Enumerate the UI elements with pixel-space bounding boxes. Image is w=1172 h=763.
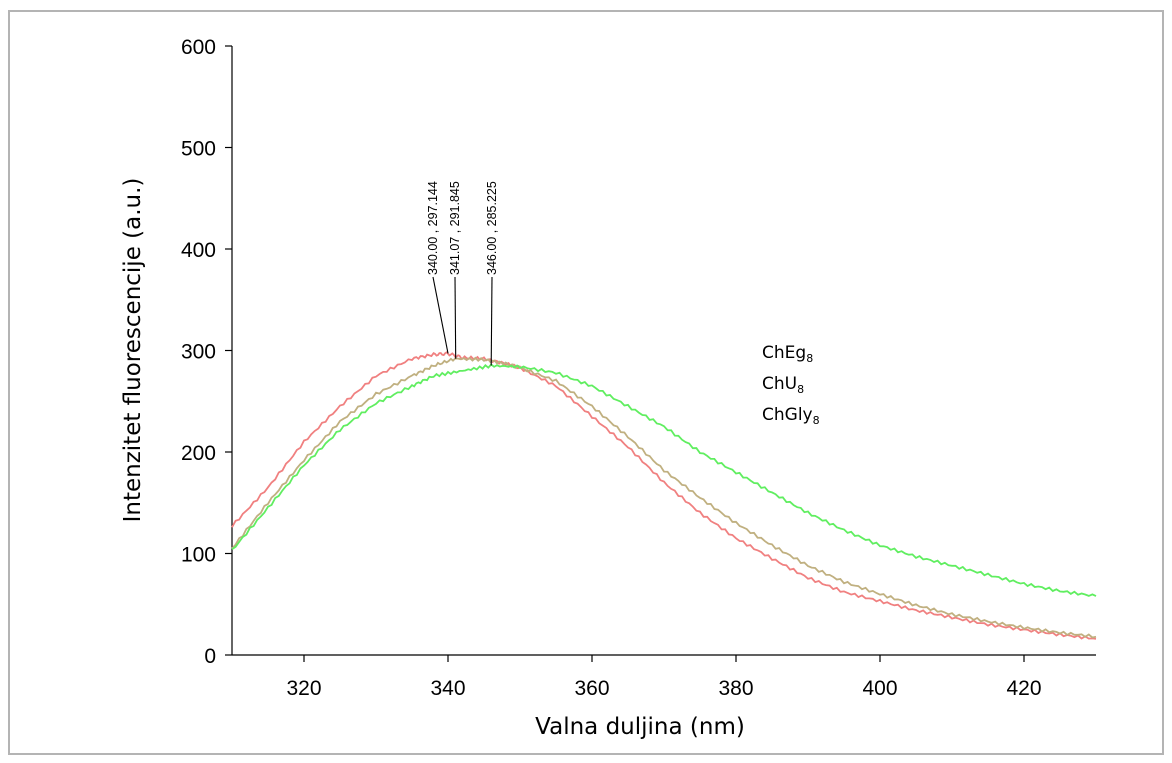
x-tick-label: 360 xyxy=(574,677,609,700)
annotation-leader-line xyxy=(490,276,493,366)
y-tick-label: 600 xyxy=(181,36,216,59)
legend-entry-chgly8: ChGly8 xyxy=(762,405,820,427)
y-ticks: 0 100 200 300 400 500 600 xyxy=(181,36,232,668)
legend-label: ChEg xyxy=(762,343,806,363)
legend-subscript: 8 xyxy=(813,414,820,427)
y-tick-label: 200 xyxy=(181,442,216,465)
y-tick-label: 300 xyxy=(181,341,216,364)
legend-subscript: 8 xyxy=(806,352,813,365)
y-tick-label: 400 xyxy=(181,239,216,262)
x-tick-label: 380 xyxy=(718,677,753,700)
legend: ChEg8 ChU8 ChGly8 xyxy=(762,343,820,427)
annotation-leader-line xyxy=(432,276,449,354)
peak-annotation-label: 346.00 , 285.225 xyxy=(485,181,499,275)
peak-annotations: 340.00 , 297.144 341.07 , 291.845 346.00 ,… xyxy=(426,181,499,366)
y-tick-label: 500 xyxy=(181,138,216,161)
peak-annotation-label: 341.07 , 291.845 xyxy=(448,181,462,275)
annotation-leader-line xyxy=(454,276,457,359)
y-tick-label: 0 xyxy=(204,645,216,668)
y-tick-label: 100 xyxy=(181,544,216,567)
axes xyxy=(231,46,1096,656)
y-axis-title: Intenzitet fluorescencije (a.u.) xyxy=(120,178,146,523)
series-line-2 xyxy=(231,356,1097,639)
legend-subscript: 8 xyxy=(797,383,804,396)
series-line-3 xyxy=(231,363,1097,597)
x-axis-title: Valna duljina (nm) xyxy=(535,714,745,740)
series-line-1 xyxy=(231,351,1097,640)
legend-entry-cheg8: ChEg8 xyxy=(762,343,813,365)
x-tick-label: 420 xyxy=(1006,677,1041,700)
peak-annotation-label: 340.00 , 297.144 xyxy=(426,181,440,275)
legend-entry-chu8: ChU8 xyxy=(762,374,804,396)
x-tick-label: 400 xyxy=(862,677,897,700)
x-tick-label: 320 xyxy=(286,677,321,700)
legend-label: ChU xyxy=(762,374,797,394)
legend-label: ChGly xyxy=(762,405,813,425)
x-tick-label: 340 xyxy=(430,677,465,700)
series-group xyxy=(231,351,1097,640)
x-ticks: 320 340 360 380 400 420 xyxy=(286,655,1042,700)
